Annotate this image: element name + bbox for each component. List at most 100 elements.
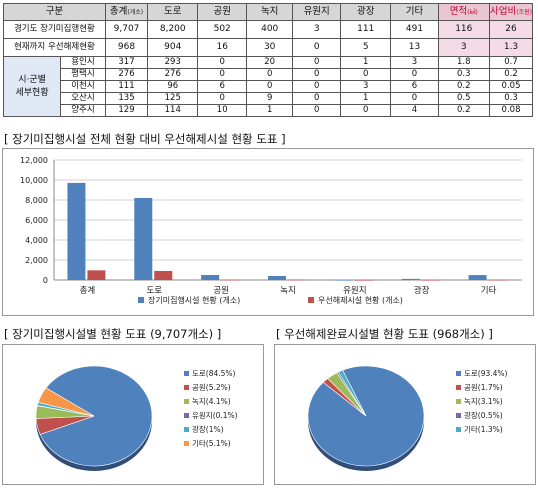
table-cell: 96 [147,80,199,93]
pie-slice [307,365,425,467]
legend-label: 유원지(0.1%) [192,411,238,420]
pie-chart-released-facilities: 도로(93.4%) 공원(1.7%) 녹지(3.1%) 광장(0.5%) 기타(1.3%… [274,344,536,485]
table-cell: 129 [104,104,149,117]
table-cell: 400 [246,20,294,39]
bar [221,279,240,281]
pie-slice [39,365,153,467]
bar [334,279,353,281]
table-cell: 904 [147,38,199,57]
header-cell-budget: 사업비(조원) [489,3,533,21]
x-tick-label: 도로 [146,286,162,296]
table-cell: 111 [104,80,149,93]
table-cell: 9 [246,92,294,105]
header-cell: 광장 [340,3,392,21]
y-tick-label: 4,000 [25,236,48,245]
table-cell: 1 [340,56,392,69]
x-tick-label: 공원 [213,286,229,296]
table-cell: 0 [292,92,342,105]
table-row: 시·군별 세부현황 용인시 317 293 0 20 0 1 3 1.8 0.7 [2,56,533,117]
table-row: 오산시 135 125 0 9 0 1 0 0.5 0.3 [4,92,533,105]
legend-swatch [456,413,461,418]
row-label: 이천시 [60,80,106,93]
y-tick-label: 2,000 [25,256,48,265]
table-cell: 0.2 [437,104,491,117]
table-cell: 0 [390,68,439,81]
legend-label: 녹지(3.1%) [464,397,503,406]
header-cell: 구분 [3,3,106,21]
table-cell: 3 [340,80,392,93]
table-cell: 10 [197,104,248,117]
legend-label: 공원(1.7%) [464,383,503,392]
bar [288,279,306,281]
table-cell: 0 [246,80,294,93]
row-label: 오산시 [60,92,106,105]
table-cell: 0.5 [437,92,491,105]
pie1-title: [ 장기미집행시설별 현황 도표 (9,707개소) ] [4,327,222,341]
y-tick-label: 0 [43,276,48,285]
bar [468,275,487,280]
legend-swatch [184,385,189,390]
legend-label: 광장(0.5%) [464,410,503,420]
table-cell: 1.3 [489,38,533,57]
bar [401,278,420,280]
table-cell: 0 [292,56,342,69]
table-cell: 0.7 [489,56,533,69]
pie-chart-all-facilities: 도로(84.5%) 공원(5.2%) 녹지(4.1%) 유원지(0.1%) 광장(1%)… [2,344,264,485]
table-header-row: 구분 총계(개소) 도로 공원 녹지 유원지 광장 기타 면적(㎢) 사업비(조… [3,3,533,21]
table-cell: 0 [292,80,342,93]
row-label: 양주시 [60,104,106,117]
table-cell: 0 [197,92,248,105]
legend-label: 기타(1.3%) [464,425,503,434]
table-cell: 0 [292,38,342,57]
y-tick-label: 6,000 [25,216,48,225]
table-cell: 0.3 [437,68,491,81]
table-cell: 135 [104,92,149,105]
legend-label: 장기미집행시설 현황 (개소) [148,295,240,305]
table-cell: 6 [390,80,439,93]
y-tick-label: 10,000 [20,176,48,185]
table-cell: 8,200 [147,20,199,39]
table-cell: 3 [390,56,439,69]
table-row: 경기도 장기미집행현황 9,707 8,200 502 400 3 111 49… [3,20,533,39]
x-tick-label: 기타 [481,286,497,296]
table-cell: 0 [292,104,342,117]
table-cell: 6 [197,80,248,93]
x-tick-label: 녹지 [280,286,296,296]
bar [488,279,507,281]
x-tick-label: 광장 [414,285,430,296]
legend-label: 우선해제시설 현황 (개소) [318,295,403,305]
header-cell-area: 면적(㎢) [437,3,491,21]
table-cell: 30 [246,38,294,57]
legend-label: 공원(5.2%) [192,383,231,392]
table-cell: 276 [147,68,199,81]
table-cell: 0 [340,104,392,117]
table-cell: 26 [489,20,533,39]
legend-label: 광장(1%) [192,424,224,434]
table-cell: 1 [246,104,294,117]
header-cell: 기타 [390,3,439,21]
table-cell: 0.2 [437,80,491,93]
table-cell: 16 [197,38,248,57]
legend-swatch [456,371,461,376]
bar [421,279,440,281]
legend-swatch [138,297,144,303]
table-cell: 0 [197,68,248,81]
header-cell: 공원 [197,3,248,21]
table-cell: 0 [197,56,248,69]
chart-frame [2,148,534,316]
table-cell: 0.2 [489,68,533,81]
table-row: 양주시 129 114 10 1 0 0 4 0.2 0.08 [4,104,533,117]
legend-swatch [184,399,189,404]
row-label: 현재까지 우선해제현황 [3,38,106,57]
legend-swatch [184,413,189,418]
table-cell: 114 [147,104,199,117]
table-cell: 20 [246,56,294,69]
bar [201,274,220,280]
bar [67,182,86,280]
table-cell: 0.08 [489,104,533,117]
row-label: 경기도 장기미집행현황 [3,20,106,39]
legend-swatch [184,441,189,446]
legend-swatch [308,297,314,303]
legend-swatch [184,427,189,432]
